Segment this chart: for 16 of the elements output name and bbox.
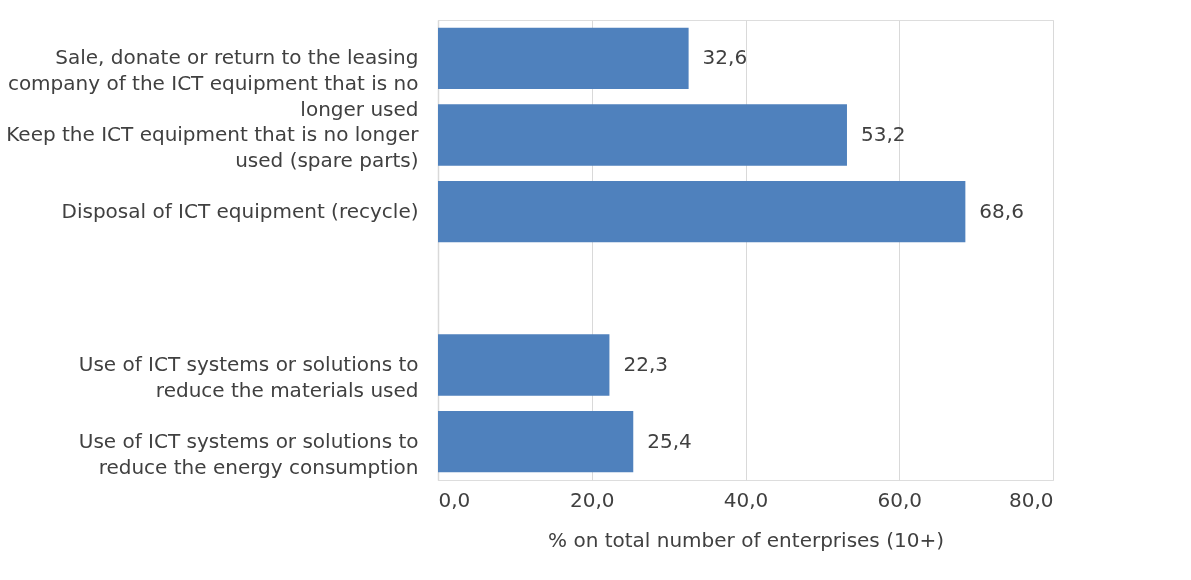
x-axis-title: % on total number of enterprises (10+) — [548, 527, 944, 552]
data-label: 22,3 — [623, 352, 668, 376]
x-tick-label: 80,0 — [1008, 487, 1054, 512]
x-tick-label: 60,0 — [877, 487, 923, 512]
y-tick-label: Use of ICT systems or solutions to reduce the materials used — [78, 352, 419, 402]
x-tick-label: 0,0 — [438, 487, 471, 512]
x-tick-label: 40,0 — [723, 487, 769, 512]
y-tick-label: Sale, donate or return to the leasing company of the ICT equipment that is no longer used — [7, 45, 419, 122]
data-label: 32,6 — [702, 45, 748, 70]
data-label: 25,4 — [647, 428, 692, 453]
x-tick-label: 20,0 — [569, 487, 615, 512]
data-label: 53,2 — [860, 122, 906, 146]
y-tick-label: Disposal of ICT equipment (recycle) — [61, 198, 419, 223]
data-label: 68,6 — [979, 198, 1024, 223]
y-tick-label: Use of ICT systems or solutions to reduce the energy consumption — [78, 428, 419, 479]
y-tick-label: Keep the ICT equipment that is no longer used (spare parts) — [6, 122, 420, 172]
